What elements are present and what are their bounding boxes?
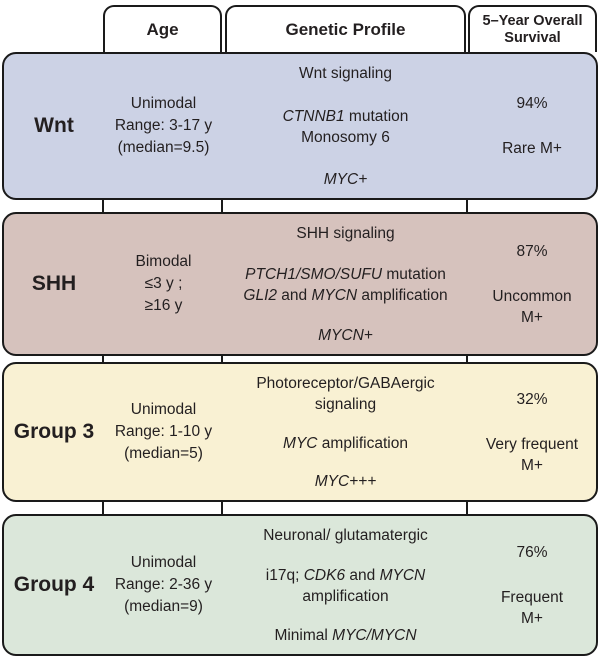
myc-status-text: MYC+++ [314,473,377,490]
subgroup-label-shh: SHH [31,272,77,295]
signaling-text: Photoreceptor/GABAergic signaling [256,375,435,413]
survival-cell-wnt: 94% Rare M+ [468,54,596,198]
genetic-cell-wnt: Wnt signaling CTNNB1 mutation Monosomy 6… [223,54,468,198]
row-wnt: Wnt Unimodal Range: 3-17 y (median=9.5) … [2,52,598,200]
signaling-text: SHH signaling [296,225,395,242]
age-line: Range: 2-36 y [114,576,213,593]
age-line: ≤3 y ; [144,275,183,292]
metastasis-text: Uncommon M+ [492,287,572,326]
column-header-age-label: Age [146,19,179,39]
genetic-cell-group3: Photoreceptor/GABAergic signaling MYC am… [223,364,468,500]
age-line: Unimodal [130,401,197,418]
column-header-genetic-profile: Genetic Profile [225,5,466,52]
metastasis-text: Very frequent M+ [485,435,579,474]
subgroup-label-group4: Group 4 [13,573,95,596]
age-line: Range: 3-17 y [114,117,213,134]
mutation-text: i17q; CDK6 and MYCN amplification [265,566,426,605]
row-group4: Group 4 Unimodal Range: 2-36 y (median=9… [2,514,598,656]
survival-cell-shh: 87% Uncommon M+ [468,214,596,354]
genetic-cell-group4: Neuronal/ glutamatergic i17q; CDK6 and M… [223,516,468,654]
age-line: Unimodal [130,95,197,112]
mutation-text: MYC amplification [283,434,408,452]
survival-rate: 87% [516,242,548,260]
myc-status-text: MYCN+ [318,327,373,344]
age-line: (median=9.5) [117,139,210,156]
survival-rate: 32% [516,390,548,408]
myc-status-text: MYC+ [323,171,368,188]
mutation-text: PTCH1/SMO/SUFU mutation GLI2 and MYCN am… [243,265,448,304]
age-line: (median=5) [124,445,203,462]
age-cell-group3: Unimodal Range: 1-10 y (median=5) [104,364,223,500]
myc-status-text: Minimal MYC/MYCN [274,627,417,644]
age-line: Bimodal [135,253,192,270]
genetic-cell-shh: SHH signaling PTCH1/SMO/SUFU mutation GL… [223,214,468,354]
column-header-age: Age [103,5,222,52]
column-header-survival-line1: 5–Year Overall [482,12,583,29]
column-header-survival-line2: Survival [504,29,561,46]
age-line: Range: 1-10 y [114,423,213,440]
row-shh: SHH Bimodal ≤3 y ; ≥16 y SHH signaling P… [2,212,598,356]
signaling-text: Wnt signaling [298,65,393,82]
column-header-survival: 5–Year Overall Survival [468,5,597,52]
metastasis-text: Rare M+ [502,140,562,157]
survival-cell-group4: 76% Frequent M+ [468,516,596,654]
mutation-text: CTNNB1 mutation Monosomy 6 [282,107,409,146]
age-cell-wnt: Unimodal Range: 3-17 y (median=9.5) [104,54,223,198]
survival-rate: 76% [516,543,548,561]
age-line: ≥16 y [144,297,183,314]
subgroup-label-group3: Group 3 [13,420,95,443]
metastasis-text: Frequent M+ [500,588,564,627]
row-group3: Group 3 Unimodal Range: 1-10 y (median=5… [2,362,598,502]
survival-cell-group3: 32% Very frequent M+ [468,364,596,500]
subgroup-label-wnt: Wnt [34,114,74,137]
survival-rate: 94% [516,95,548,112]
age-line: (median=9) [124,598,203,615]
age-line: Unimodal [130,554,197,571]
age-cell-shh: Bimodal ≤3 y ; ≥16 y [104,214,223,354]
age-cell-group4: Unimodal Range: 2-36 y (median=9) [104,516,223,654]
column-header-genetic-profile-label: Genetic Profile [285,19,406,39]
signaling-text: Neuronal/ glutamatergic [263,527,428,544]
